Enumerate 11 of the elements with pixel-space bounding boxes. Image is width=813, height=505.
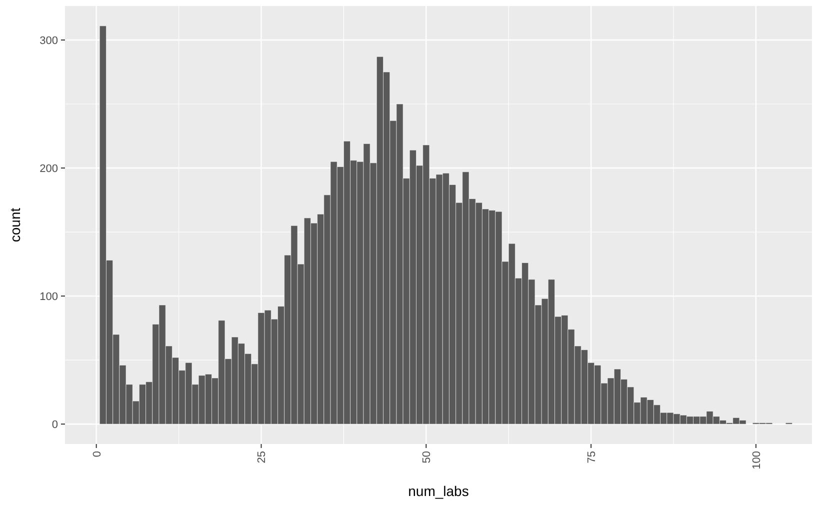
y-axis-title: count: [7, 208, 23, 242]
x-tick-label: 25: [256, 451, 268, 464]
y-tick-label: 0: [52, 419, 58, 432]
x-tick-label: 75: [586, 451, 598, 464]
y-tick-label: 200: [40, 163, 58, 176]
y-tick-label: 300: [40, 34, 58, 47]
x-tick-label: 100: [750, 451, 763, 470]
y-tick-label: 100: [40, 291, 58, 304]
x-tick-label: 50: [421, 451, 434, 464]
x-tick-label: 0: [91, 451, 104, 458]
x-axis-title: num_labs: [408, 483, 469, 499]
